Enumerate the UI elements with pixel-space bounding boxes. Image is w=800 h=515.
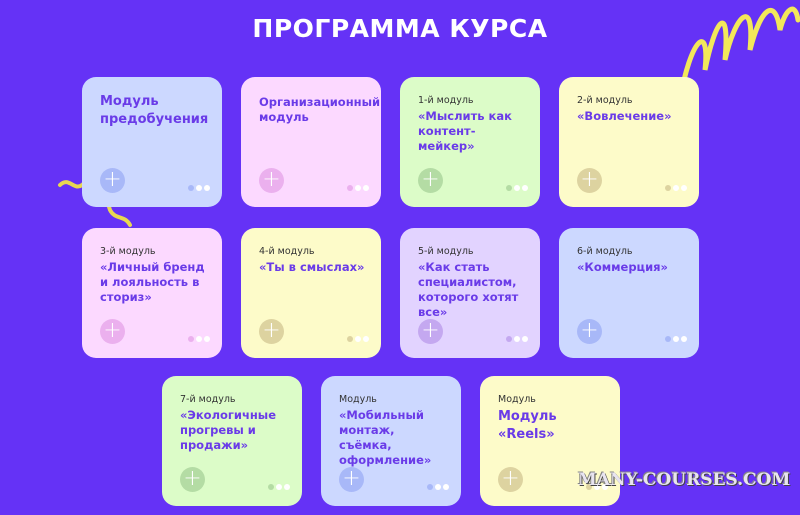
module-card[interactable]: Организационный модуль + [241,77,381,207]
module-subtitle: Модуль [498,394,536,405]
module-subtitle: 7-й модуль [180,394,236,405]
module-subtitle: 3-й модуль [100,246,156,257]
pagination-dots [506,336,528,342]
module-card[interactable]: 1-й модуль «Мыслить как контент-мейкер» + [400,77,540,207]
module-card[interactable]: Модуль предобучения + [82,77,222,207]
plus-icon[interactable]: + [498,467,523,492]
page-title: ПРОГРАММА КУРСА [252,14,548,43]
module-name: «Личный бренд и лояльность в сториз» [100,260,205,304]
module-name: «Мыслить как контент-мейкер» [418,109,512,153]
plus-icon[interactable]: + [577,319,602,344]
module-subtitle: 2-й модуль [577,95,633,106]
plus-icon[interactable]: + [100,319,125,344]
pagination-dots [506,185,528,191]
plus-icon[interactable]: + [180,467,205,492]
plus-icon[interactable]: + [339,467,364,492]
plus-icon[interactable]: + [418,168,443,193]
module-name: Организационный модуль [259,95,381,124]
module-subtitle: 4-й модуль [259,246,315,257]
plus-icon[interactable]: + [259,168,284,193]
module-name: «Ты в смыслах» [259,260,365,274]
module-card[interactable]: 6-й модуль «Коммерция» + [559,228,699,358]
module-card[interactable]: 3-й модуль «Личный бренд и лояльность в с… [82,228,222,358]
yellow-scribble-decoration [677,6,800,103]
plus-icon[interactable]: + [259,319,284,344]
watermark: MANY-COURSES.COM [578,470,791,490]
pagination-dots [665,336,687,342]
module-name: Модуль «Reels» [498,409,557,442]
module-card[interactable]: 4-й модуль «Ты в смыслах» + [241,228,381,358]
module-card[interactable]: Модуль Модуль «Reels» + [480,376,620,506]
module-card[interactable]: 2-й модуль «Вовлечение» + [559,77,699,207]
module-name: «Вовлечение» [577,109,672,123]
module-card[interactable]: 7-й модуль «Экологичные прогревы и продаж… [162,376,302,506]
module-subtitle: 5-й модуль [418,246,474,257]
module-subtitle: 6-й модуль [577,246,633,257]
module-card[interactable]: 5-й модуль «Как стать специалистом, котор… [400,228,540,358]
module-name: «Как стать специалистом, которого хотят … [418,260,519,319]
pagination-dots [188,336,210,342]
pagination-dots [188,185,210,191]
pagination-dots [347,185,369,191]
pagination-dots [268,484,290,490]
pagination-dots [347,336,369,342]
module-name: «Экологичные прогревы и продажи» [180,408,277,452]
pagination-dots [665,185,687,191]
module-name: «Коммерция» [577,260,668,274]
pagination-dots [427,484,449,490]
module-name: «Мобильный монтаж, съёмка, оформление» [339,408,432,467]
module-name: Модуль предобучения [100,94,209,127]
module-subtitle: 1-й модуль [418,95,474,106]
pagination-dots [586,484,608,490]
plus-icon[interactable]: + [577,168,602,193]
plus-icon[interactable]: + [100,168,125,193]
module-card[interactable]: Модуль «Мобильный монтаж, съёмка, оформле… [321,376,461,506]
module-subtitle: Модуль [339,394,377,405]
plus-icon[interactable]: + [418,319,443,344]
